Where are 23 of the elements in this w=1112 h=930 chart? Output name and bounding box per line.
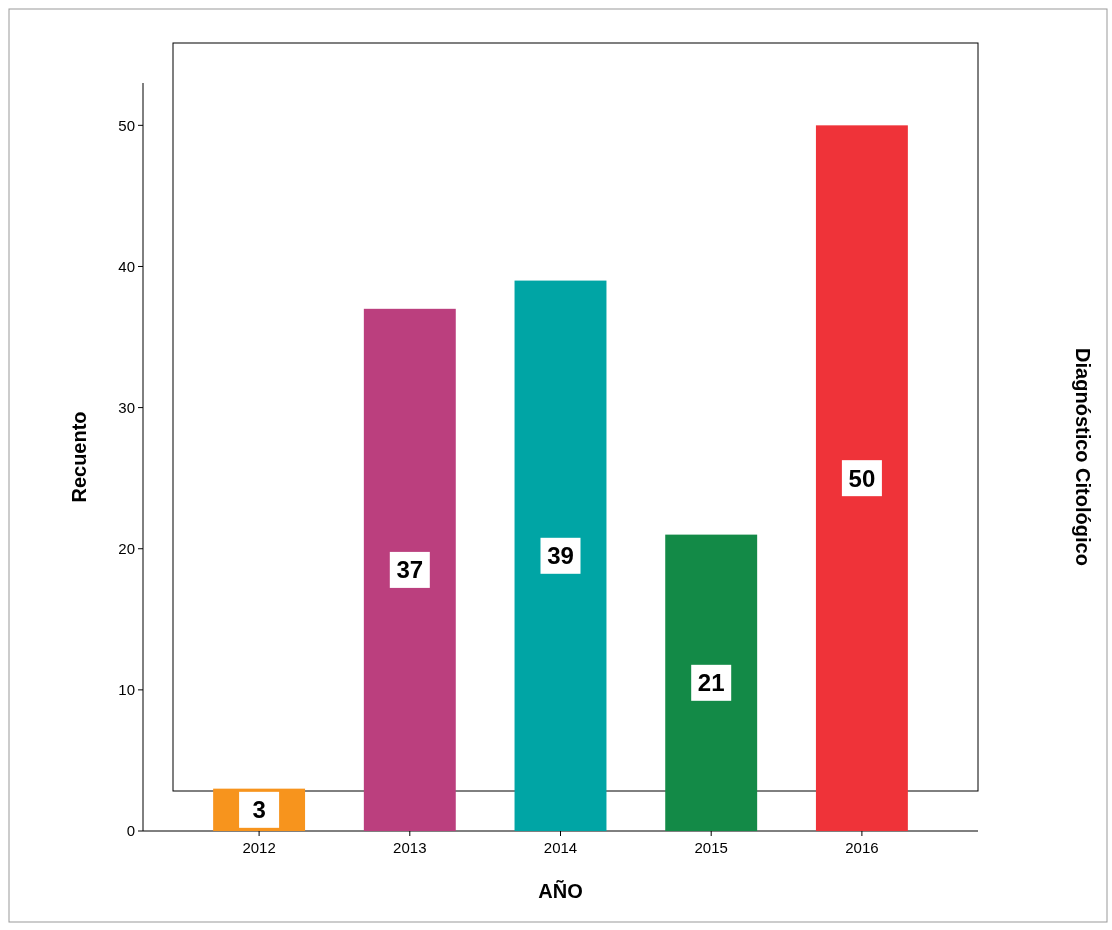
x-tick-label: 2016 (845, 839, 879, 856)
y-tick-label: 10 (118, 681, 135, 699)
data-label: 21 (697, 669, 725, 697)
bar (815, 125, 908, 831)
x-tick-label: 2014 (543, 839, 578, 856)
bar (665, 534, 758, 831)
y-tick-label: 0 (126, 822, 135, 840)
bar (363, 308, 456, 831)
data-label: 39 (547, 542, 574, 570)
y-tick-label: 40 (118, 257, 135, 275)
y-tick-label: 50 (118, 116, 135, 134)
data-label: 50 (848, 464, 876, 492)
y-tick-label: 20 (118, 539, 135, 557)
x-tick-label: 2015 (694, 839, 728, 856)
x-tick-label: 2013 (393, 839, 427, 856)
bar (514, 280, 607, 831)
data-label: 3 (252, 796, 266, 824)
y-axis-title: Recuento (68, 411, 90, 503)
x-tick-label: 2012 (242, 839, 276, 856)
y-tick-label: 30 (118, 398, 135, 416)
x-axis-title: AÑO (538, 880, 583, 902)
data-label: 37 (396, 556, 424, 584)
text: Diagnóstico Citológico (1072, 348, 1094, 566)
